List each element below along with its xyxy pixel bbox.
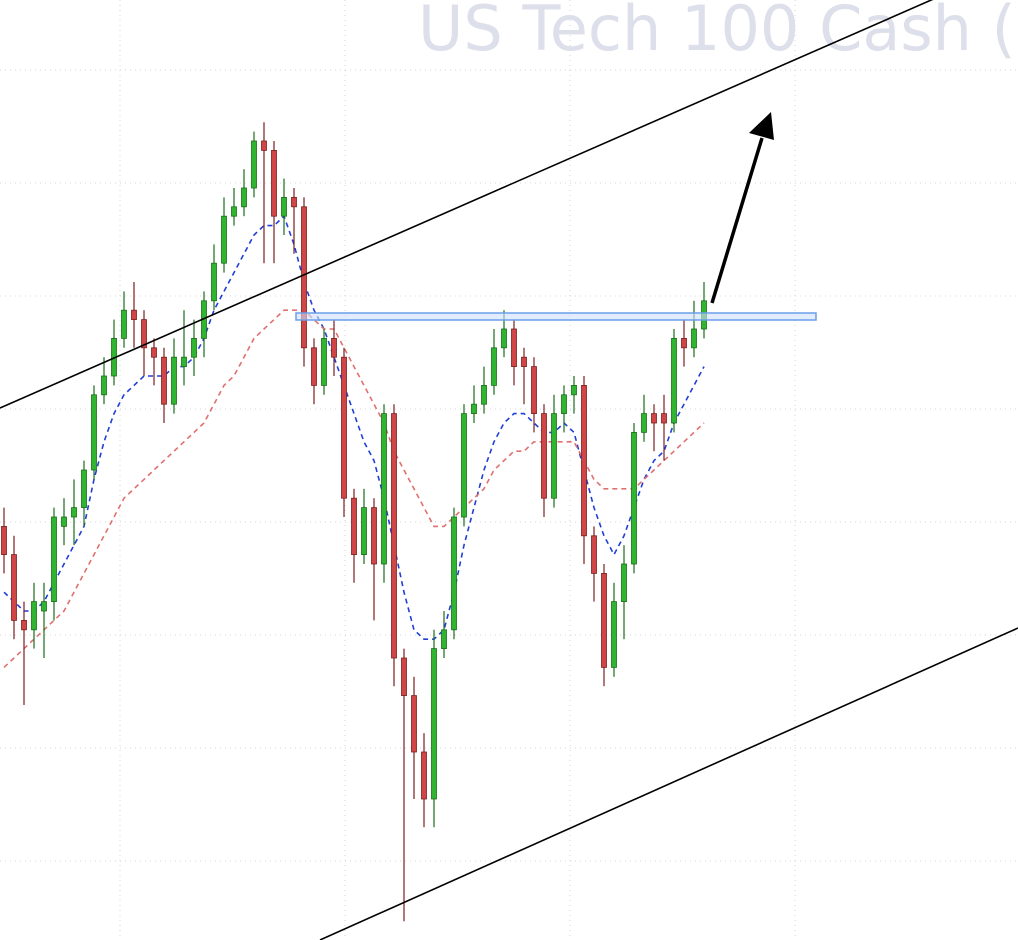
candle-body xyxy=(121,309,127,339)
candle-body xyxy=(341,356,347,499)
candle-body xyxy=(551,413,557,499)
candle-body xyxy=(31,601,37,631)
watermark-title: US Tech 100 Cash ( xyxy=(418,0,1016,65)
candle-body xyxy=(81,469,87,508)
candle-body xyxy=(91,394,97,471)
candle-body xyxy=(651,413,657,424)
candle-body xyxy=(621,563,627,602)
candle-body xyxy=(61,516,67,527)
candle-body xyxy=(211,262,217,302)
candle-body xyxy=(291,196,297,208)
candle-body xyxy=(171,356,177,405)
candle-body xyxy=(491,347,497,386)
upper-trend-line xyxy=(0,0,934,409)
candle-body xyxy=(101,375,107,396)
candle-body xyxy=(281,196,287,217)
plot xyxy=(1,122,707,922)
candle-body xyxy=(451,516,457,631)
candle-body xyxy=(221,215,227,264)
candle-body xyxy=(271,149,277,217)
candle-body xyxy=(241,187,247,208)
candle-body xyxy=(181,356,187,368)
candle-body xyxy=(331,337,337,358)
candle-body xyxy=(151,347,157,358)
candle-body xyxy=(611,601,617,668)
candle-body xyxy=(671,337,677,424)
candle-body xyxy=(231,206,237,217)
candle-body xyxy=(1,526,7,556)
candle-body xyxy=(251,140,257,189)
candle-body xyxy=(361,507,367,556)
candle-body xyxy=(71,507,77,518)
candle-body xyxy=(601,573,607,668)
candle-body xyxy=(501,328,507,349)
candle-body xyxy=(471,403,477,415)
candle-body xyxy=(581,384,587,537)
resistance-zone xyxy=(295,312,817,321)
candle-body xyxy=(431,648,437,800)
candle-body xyxy=(641,413,647,433)
candle-body xyxy=(531,366,537,415)
candle-body xyxy=(681,337,687,349)
candle-body xyxy=(321,337,327,386)
candle-body xyxy=(421,751,427,800)
candle-body xyxy=(631,431,637,565)
candle-body xyxy=(481,384,487,405)
candle-body xyxy=(131,309,137,321)
candle-body xyxy=(661,413,667,424)
candle-body xyxy=(411,695,417,753)
candle-body xyxy=(461,413,467,518)
candle-body xyxy=(521,356,527,368)
candle-body xyxy=(391,413,397,659)
candle-body xyxy=(311,347,317,386)
candle-body xyxy=(511,328,517,367)
candle-body xyxy=(691,328,697,349)
candle-body xyxy=(561,394,567,414)
candle-body xyxy=(371,507,377,565)
candle-body xyxy=(161,356,167,405)
arrow-shaft xyxy=(710,137,764,304)
candle-body xyxy=(571,384,577,396)
arrow-head xyxy=(749,112,774,140)
candle-body xyxy=(441,629,447,649)
candle-body xyxy=(11,554,17,621)
candle-body xyxy=(381,413,387,565)
candle-body xyxy=(351,497,357,556)
moving-average-line xyxy=(3,214,705,640)
moving-average-line xyxy=(3,309,705,668)
candle-body xyxy=(51,516,57,602)
candle-body xyxy=(141,319,147,349)
candle-body xyxy=(401,657,407,696)
candle-body xyxy=(191,337,197,358)
candle-body xyxy=(261,140,267,151)
candle-body xyxy=(41,601,47,612)
lower-trend-line xyxy=(319,627,1018,940)
candle-body xyxy=(21,620,27,631)
candle-body xyxy=(541,413,547,499)
candle-body xyxy=(301,206,307,349)
candle-body xyxy=(591,535,597,574)
